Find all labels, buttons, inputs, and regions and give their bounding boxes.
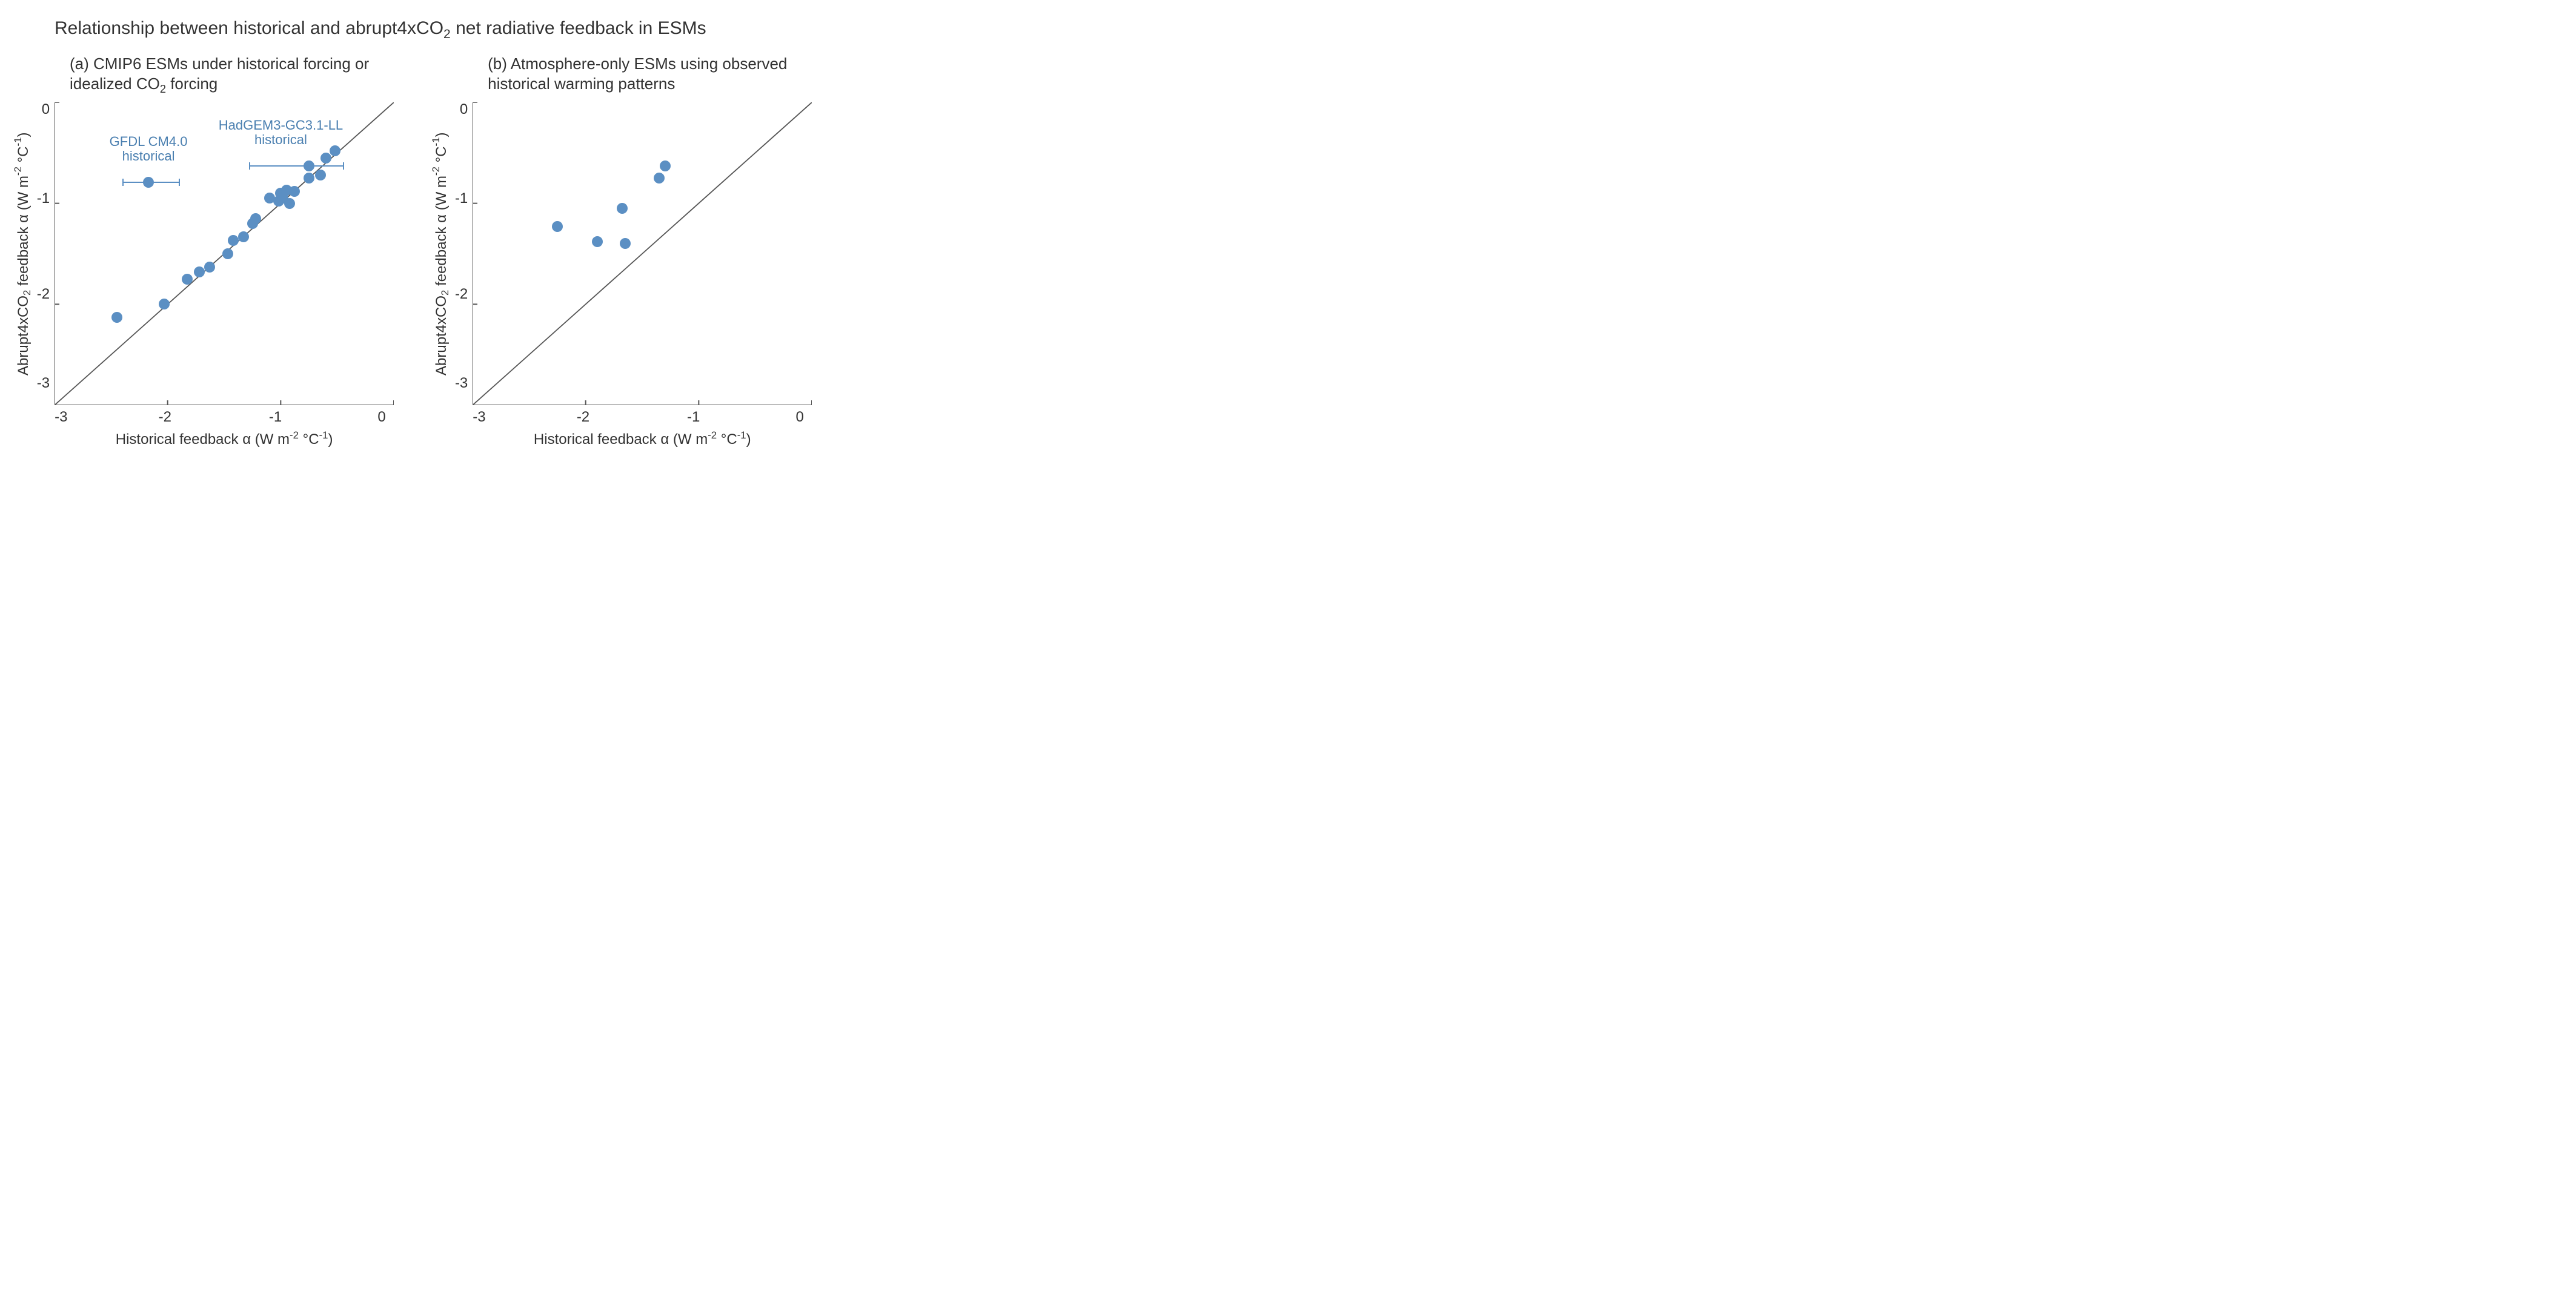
- x-axis-label: Historical feedback α (W m-2 °C-1): [55, 429, 394, 448]
- panel-b: (b) Atmosphere-only ESMs using observedh…: [430, 54, 812, 448]
- y-tick: -3: [37, 376, 50, 391]
- data-point: [250, 213, 261, 224]
- data-point: [238, 231, 249, 242]
- data-point: [304, 173, 314, 184]
- figure-container: Relationship between historical and abru…: [0, 0, 921, 460]
- x-tick: 0: [796, 409, 804, 426]
- y-tick-labels: 0 -1 -2 -3: [455, 102, 468, 405]
- chart-row: Abrupt4xCO2 feedback α (W m-2 °C-1) 0 -1 -2…: [12, 102, 394, 448]
- data-point: [552, 221, 563, 232]
- y-tick: -2: [37, 287, 50, 302]
- panel-a: (a) CMIP6 ESMs under historical forcing …: [12, 54, 394, 448]
- y-tick: -1: [455, 191, 468, 206]
- annotation-errorbar-cap: [122, 179, 124, 186]
- scatter-plot: GFDL CM4.0historical HadGEM3-GC3.1-LLhist…: [55, 102, 394, 405]
- y-tick: -2: [455, 287, 468, 302]
- x-tick: -3: [473, 409, 485, 426]
- annotation-errorbar-cap: [179, 179, 180, 186]
- y-tick: -3: [455, 376, 468, 391]
- data-point: [159, 299, 170, 309]
- y-tick: -1: [37, 191, 50, 206]
- chart-row: Abrupt4xCO2 feedback α (W m-2 °C-1) 0 -1 -2…: [430, 102, 812, 448]
- data-point: [289, 186, 300, 197]
- data-point: [204, 262, 215, 273]
- data-point: [617, 203, 628, 214]
- data-point: [222, 248, 233, 259]
- x-tick-labels: -3 -2 -1 0: [473, 409, 812, 426]
- data-point: [620, 238, 631, 249]
- data-point: [111, 312, 122, 323]
- annotation-label: HadGEM3-GC3.1-LLhistorical: [219, 118, 343, 147]
- data-point: [660, 160, 671, 171]
- data-point: [194, 266, 205, 277]
- scatter-plot: [473, 102, 812, 405]
- annotation-errorbar: [249, 165, 343, 167]
- plot-column: GFDL CM4.0historical HadGEM3-GC3.1-LLhist…: [55, 102, 394, 448]
- x-tick: -2: [577, 409, 589, 426]
- main-title: Relationship between historical and abru…: [55, 18, 909, 42]
- annotation-errorbar-cap: [249, 162, 250, 170]
- panels-row: (a) CMIP6 ESMs under historical forcing …: [12, 54, 909, 448]
- x-tick: -1: [687, 409, 700, 426]
- panel-title: (b) Atmosphere-only ESMs using observedh…: [488, 54, 812, 96]
- x-tick: -1: [269, 409, 282, 426]
- x-axis-label: Historical feedback α (W m-2 °C-1): [473, 429, 812, 448]
- y-tick: 0: [42, 102, 50, 117]
- data-point: [320, 153, 331, 164]
- y-axis-label: Abrupt4xCO2 feedback α (W m-2 °C-1): [430, 102, 451, 405]
- x-tick: -2: [159, 409, 171, 426]
- data-point: [284, 198, 295, 209]
- annotation-label: GFDL CM4.0historical: [110, 134, 188, 163]
- y-tick-labels: 0 -1 -2 -3: [37, 102, 50, 405]
- data-point: [182, 274, 193, 285]
- data-point: [228, 235, 239, 246]
- annotation-marker: [304, 160, 314, 171]
- y-tick: 0: [460, 102, 468, 117]
- x-tick-labels: -3 -2 -1 0: [55, 409, 394, 426]
- plot-axes: [473, 102, 812, 405]
- data-point: [315, 170, 326, 180]
- y-axis-label: Abrupt4xCO2 feedback α (W m-2 °C-1): [12, 102, 33, 405]
- x-tick: -3: [55, 409, 67, 426]
- x-tick: 0: [377, 409, 385, 426]
- data-point: [592, 236, 603, 247]
- plot-column: -3 -2 -1 0 Historical feedback α (W m-2 °C-1…: [473, 102, 812, 448]
- data-point: [654, 173, 665, 184]
- identity-line: [473, 102, 812, 405]
- annotation-marker: [143, 177, 154, 188]
- panel-title: (a) CMIP6 ESMs under historical forcing …: [70, 54, 394, 96]
- annotation-errorbar-cap: [343, 162, 344, 170]
